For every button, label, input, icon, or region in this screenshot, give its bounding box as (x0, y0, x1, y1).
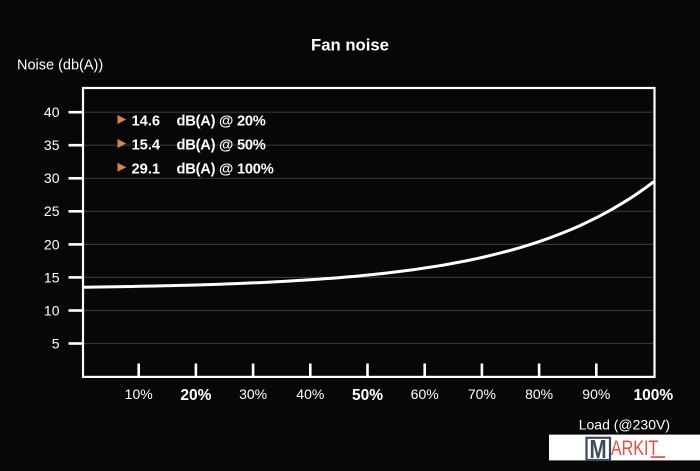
svg-text:dB(A) @ 50%: dB(A) @ 50% (177, 138, 266, 154)
svg-text:10%: 10% (125, 386, 153, 402)
svg-text:Load (@230V): Load (@230V) (579, 417, 670, 433)
svg-text:dB(A) @ 100%: dB(A) @ 100% (177, 161, 274, 177)
svg-text:M: M (589, 435, 606, 464)
svg-text:50%: 50% (352, 387, 383, 404)
svg-text:29.1: 29.1 (132, 161, 161, 177)
svg-text:20: 20 (44, 236, 60, 252)
svg-text:5: 5 (52, 335, 60, 351)
svg-text:35: 35 (44, 137, 60, 153)
svg-text:30: 30 (44, 170, 60, 186)
svg-text:80%: 80% (525, 386, 553, 402)
svg-text:14.6: 14.6 (132, 114, 161, 130)
svg-text:Noise (db(A)): Noise (db(A)) (17, 58, 103, 74)
svg-text:dB(A) @ 20%: dB(A) @ 20% (177, 114, 266, 130)
svg-text:25: 25 (44, 203, 60, 219)
svg-text:70%: 70% (468, 386, 496, 402)
svg-text:30%: 30% (239, 386, 267, 402)
svg-text:40: 40 (44, 104, 60, 120)
svg-text:90%: 90% (582, 386, 610, 402)
svg-text:15: 15 (44, 269, 60, 285)
svg-text:40%: 40% (296, 386, 324, 402)
svg-text:60%: 60% (411, 386, 439, 402)
svg-text:20%: 20% (180, 387, 211, 404)
svg-text:10: 10 (44, 302, 60, 318)
svg-text:Fan noise: Fan noise (311, 36, 389, 55)
svg-text:ARKIT: ARKIT (611, 437, 659, 461)
svg-text:15.4: 15.4 (132, 138, 161, 154)
svg-text:100%: 100% (633, 387, 673, 404)
